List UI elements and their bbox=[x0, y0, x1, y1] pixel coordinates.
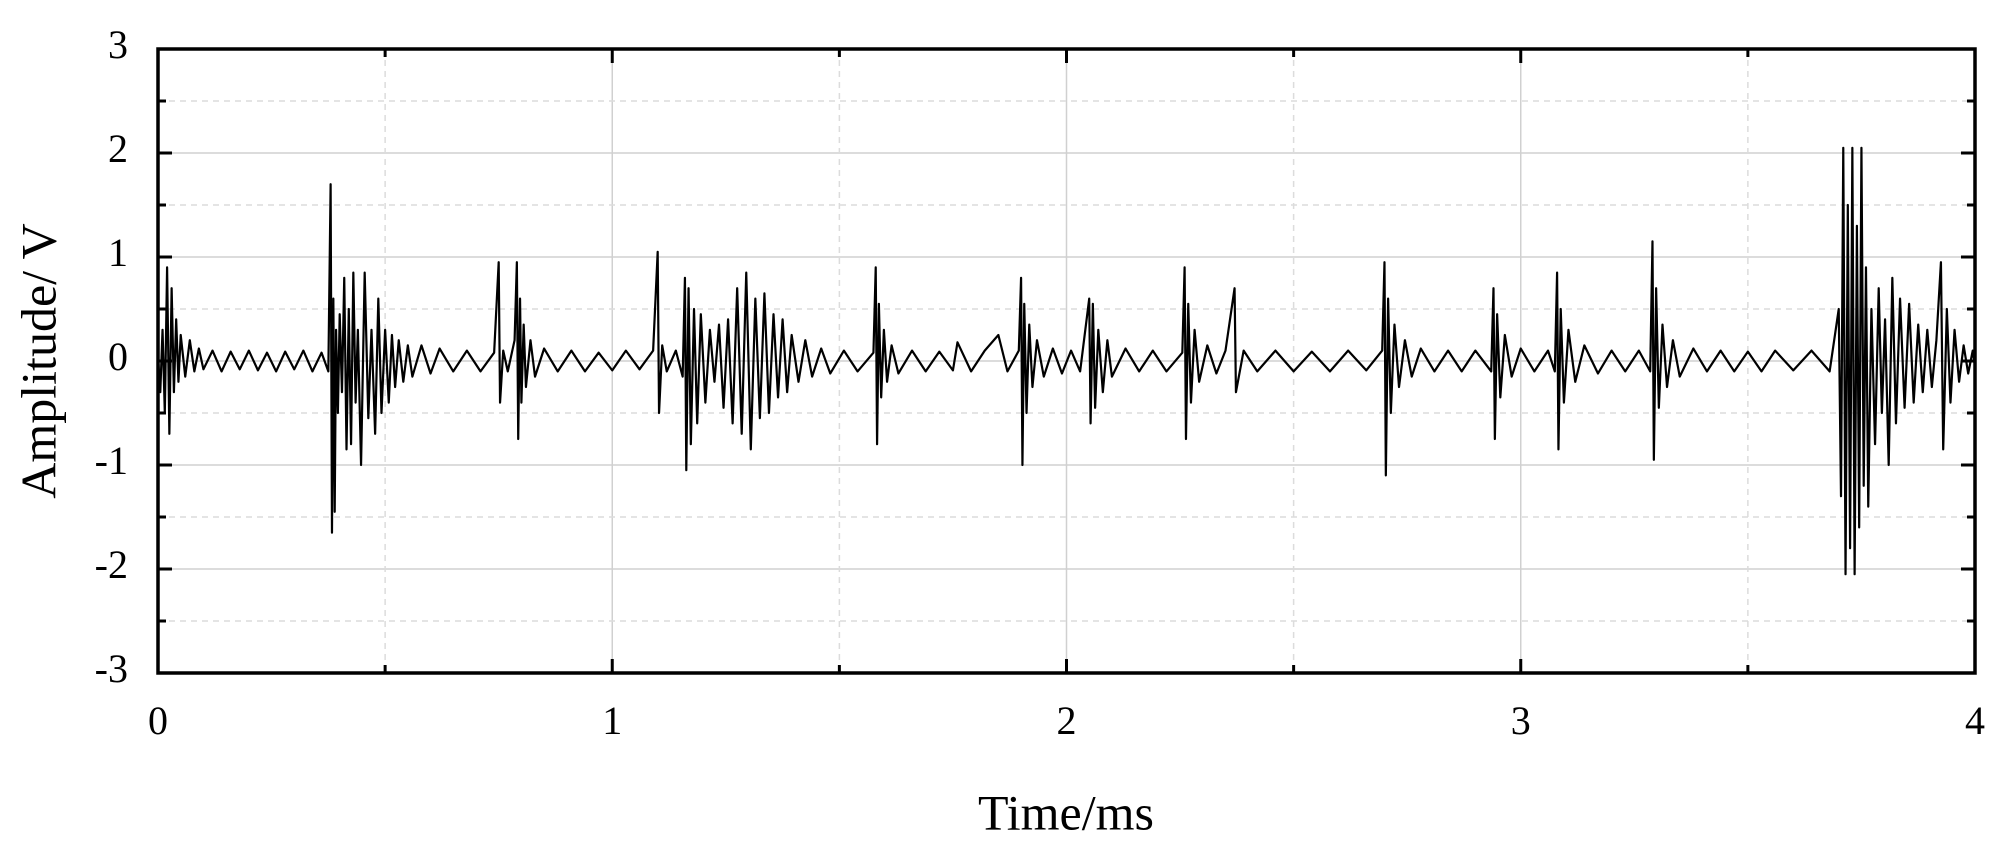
x-tick-label: 2 bbox=[1057, 698, 1077, 743]
x-tick-label: 0 bbox=[148, 698, 168, 743]
axes: 0 1 2 3 4 -3 -2 -1 0 1 2 3 bbox=[95, 22, 1985, 743]
y-axis-title: Amplitude/ V bbox=[10, 223, 66, 498]
y-tick-label: 0 bbox=[108, 334, 128, 379]
y-tick-label: -3 bbox=[95, 646, 128, 691]
plot-area bbox=[156, 146, 1977, 576]
y-tick-label: 1 bbox=[108, 230, 128, 275]
x-tick-label: 3 bbox=[1511, 698, 1531, 743]
signal-line bbox=[156, 146, 1977, 576]
y-tick-label: 2 bbox=[108, 126, 128, 171]
y-tick-label: 3 bbox=[108, 22, 128, 67]
y-tick-label: -2 bbox=[95, 542, 128, 587]
x-tick-label: 4 bbox=[1965, 698, 1985, 743]
y-tick-label: -1 bbox=[95, 438, 128, 483]
x-axis-title: Time/ms bbox=[978, 784, 1154, 840]
x-tick-label: 1 bbox=[602, 698, 622, 743]
